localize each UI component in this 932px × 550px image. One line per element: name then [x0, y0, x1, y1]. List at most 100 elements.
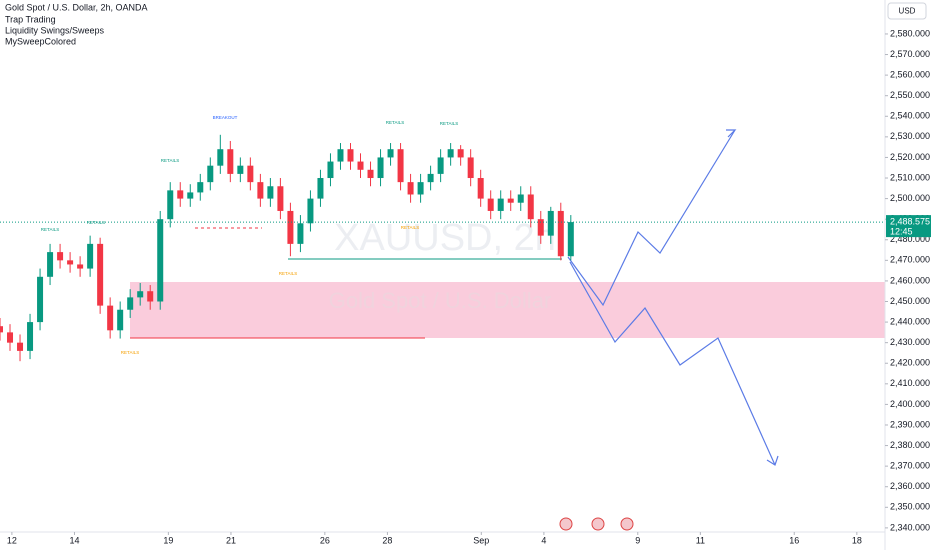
candle-body: [567, 222, 574, 257]
candle-body: [547, 210, 554, 236]
annotation: RETAILS: [386, 120, 404, 125]
demand-zone: [130, 282, 885, 338]
y-tick-label: 2,460.000: [890, 275, 930, 285]
candle-body: [117, 309, 124, 331]
candle-body: [37, 276, 44, 323]
y-tick-label: 2,540.000: [890, 111, 930, 121]
y-tick-label: 2,560.000: [890, 69, 930, 79]
candle-body: [487, 198, 494, 211]
projection-path: [569, 261, 776, 466]
last-price-label: 2,488.575: [890, 216, 930, 226]
candle-body: [27, 322, 34, 351]
candle-body: [447, 149, 454, 158]
x-tick-label: 26: [320, 535, 330, 545]
y-tick-label: 2,430.000: [890, 337, 930, 347]
candle-body: [337, 149, 344, 162]
y-tick-label: 2,380.000: [890, 440, 930, 450]
x-tick-label: 21: [226, 535, 236, 545]
arrow-head: [766, 455, 779, 466]
event-icon[interactable]: [591, 517, 605, 531]
candle-body: [197, 182, 204, 193]
indicator-name: Trap Trading: [5, 14, 56, 24]
candle-body: [107, 305, 114, 331]
candle-body: [157, 219, 164, 302]
candle-body: [147, 291, 154, 302]
last-price-box: [886, 215, 931, 238]
y-tick-label: 2,370.000: [890, 461, 930, 471]
candle-body: [327, 161, 334, 179]
candle-body: [507, 198, 514, 203]
watermark-name: Gold Spot / U.S. Dollar: [329, 288, 552, 313]
candle-body: [177, 190, 184, 199]
y-tick-label: 2,570.000: [890, 49, 930, 59]
currency-label: USD: [899, 7, 916, 16]
y-tick-label: 2,520.000: [890, 152, 930, 162]
y-tick-label: 2,470.000: [890, 255, 930, 265]
event-icon[interactable]: [620, 517, 634, 531]
annotation: RETAILS: [87, 220, 105, 225]
candle-body: [347, 149, 354, 162]
y-tick-label: 2,530.000: [890, 131, 930, 141]
y-tick-label: 2,500.000: [890, 193, 930, 203]
currency-button[interactable]: [887, 2, 927, 20]
annotation: RETAILS: [279, 271, 297, 276]
countdown: 12:45: [890, 226, 913, 236]
x-tick-label: 11: [696, 535, 705, 545]
y-tick-label: 2,390.000: [890, 419, 930, 429]
y-tick-label: 2,480.000: [890, 234, 930, 244]
indicator-name: MySweepColored: [5, 36, 76, 46]
candle-body: [97, 243, 104, 306]
y-tick-label: 2,340.000: [890, 522, 930, 532]
x-tick-label: Sep: [473, 535, 489, 545]
candle-body: [407, 182, 414, 195]
candle-body: [437, 157, 444, 174]
candle-body: [377, 157, 384, 179]
candle-body: [237, 165, 244, 174]
x-tick-label: 28: [382, 535, 392, 545]
watermark-symbol: XAUUSD, 2h: [334, 217, 556, 259]
candle-body: [427, 173, 434, 183]
x-tick-label: 9: [635, 535, 640, 545]
candle-body: [217, 149, 224, 166]
candle-body: [7, 332, 14, 343]
arrow-head: [726, 129, 737, 138]
indicator-name: Liquidity Swings/Sweeps: [5, 25, 105, 35]
x-tick-label: 4: [541, 535, 546, 545]
x-tick-label: 18: [852, 535, 862, 545]
candle-body: [357, 161, 364, 170]
annotation: RETAILS: [440, 121, 458, 126]
candle-body: [387, 149, 394, 158]
candle-body: [187, 192, 194, 199]
candle-body: [267, 186, 274, 199]
x-tick-label: 19: [163, 535, 173, 545]
candle-body: [87, 243, 94, 269]
candle-body: [247, 165, 254, 183]
y-tick-label: 2,580.000: [890, 28, 930, 38]
event-icon[interactable]: [559, 517, 573, 531]
candle-body: [67, 260, 74, 265]
y-tick-label: 2,510.000: [890, 172, 930, 182]
annotation: RETAILS: [41, 227, 59, 232]
candle-body: [307, 198, 314, 224]
y-tick-label: 2,420.000: [890, 358, 930, 368]
candle-body: [207, 165, 214, 183]
annotation: RETAILS: [401, 225, 419, 230]
y-tick-label: 2,550.000: [890, 90, 930, 100]
candle-body: [467, 157, 474, 179]
candle-body: [497, 198, 504, 211]
candle-body: [297, 223, 304, 244]
candle-body: [277, 186, 284, 211]
candle-body: [367, 169, 374, 179]
y-tick-label: 2,450.000: [890, 296, 930, 306]
annotation: BREAKOUT: [213, 115, 238, 120]
chart-title: Gold Spot / U.S. Dollar, 2h, OANDA: [5, 2, 148, 12]
candle-body: [457, 149, 464, 158]
candle-body: [257, 182, 264, 199]
candle-body: [517, 194, 524, 203]
annotation: RETAILS: [121, 350, 139, 355]
candle-body: [137, 291, 144, 298]
candle-body: [537, 219, 544, 236]
candle-body: [417, 182, 424, 195]
y-tick-label: 2,360.000: [890, 481, 930, 491]
